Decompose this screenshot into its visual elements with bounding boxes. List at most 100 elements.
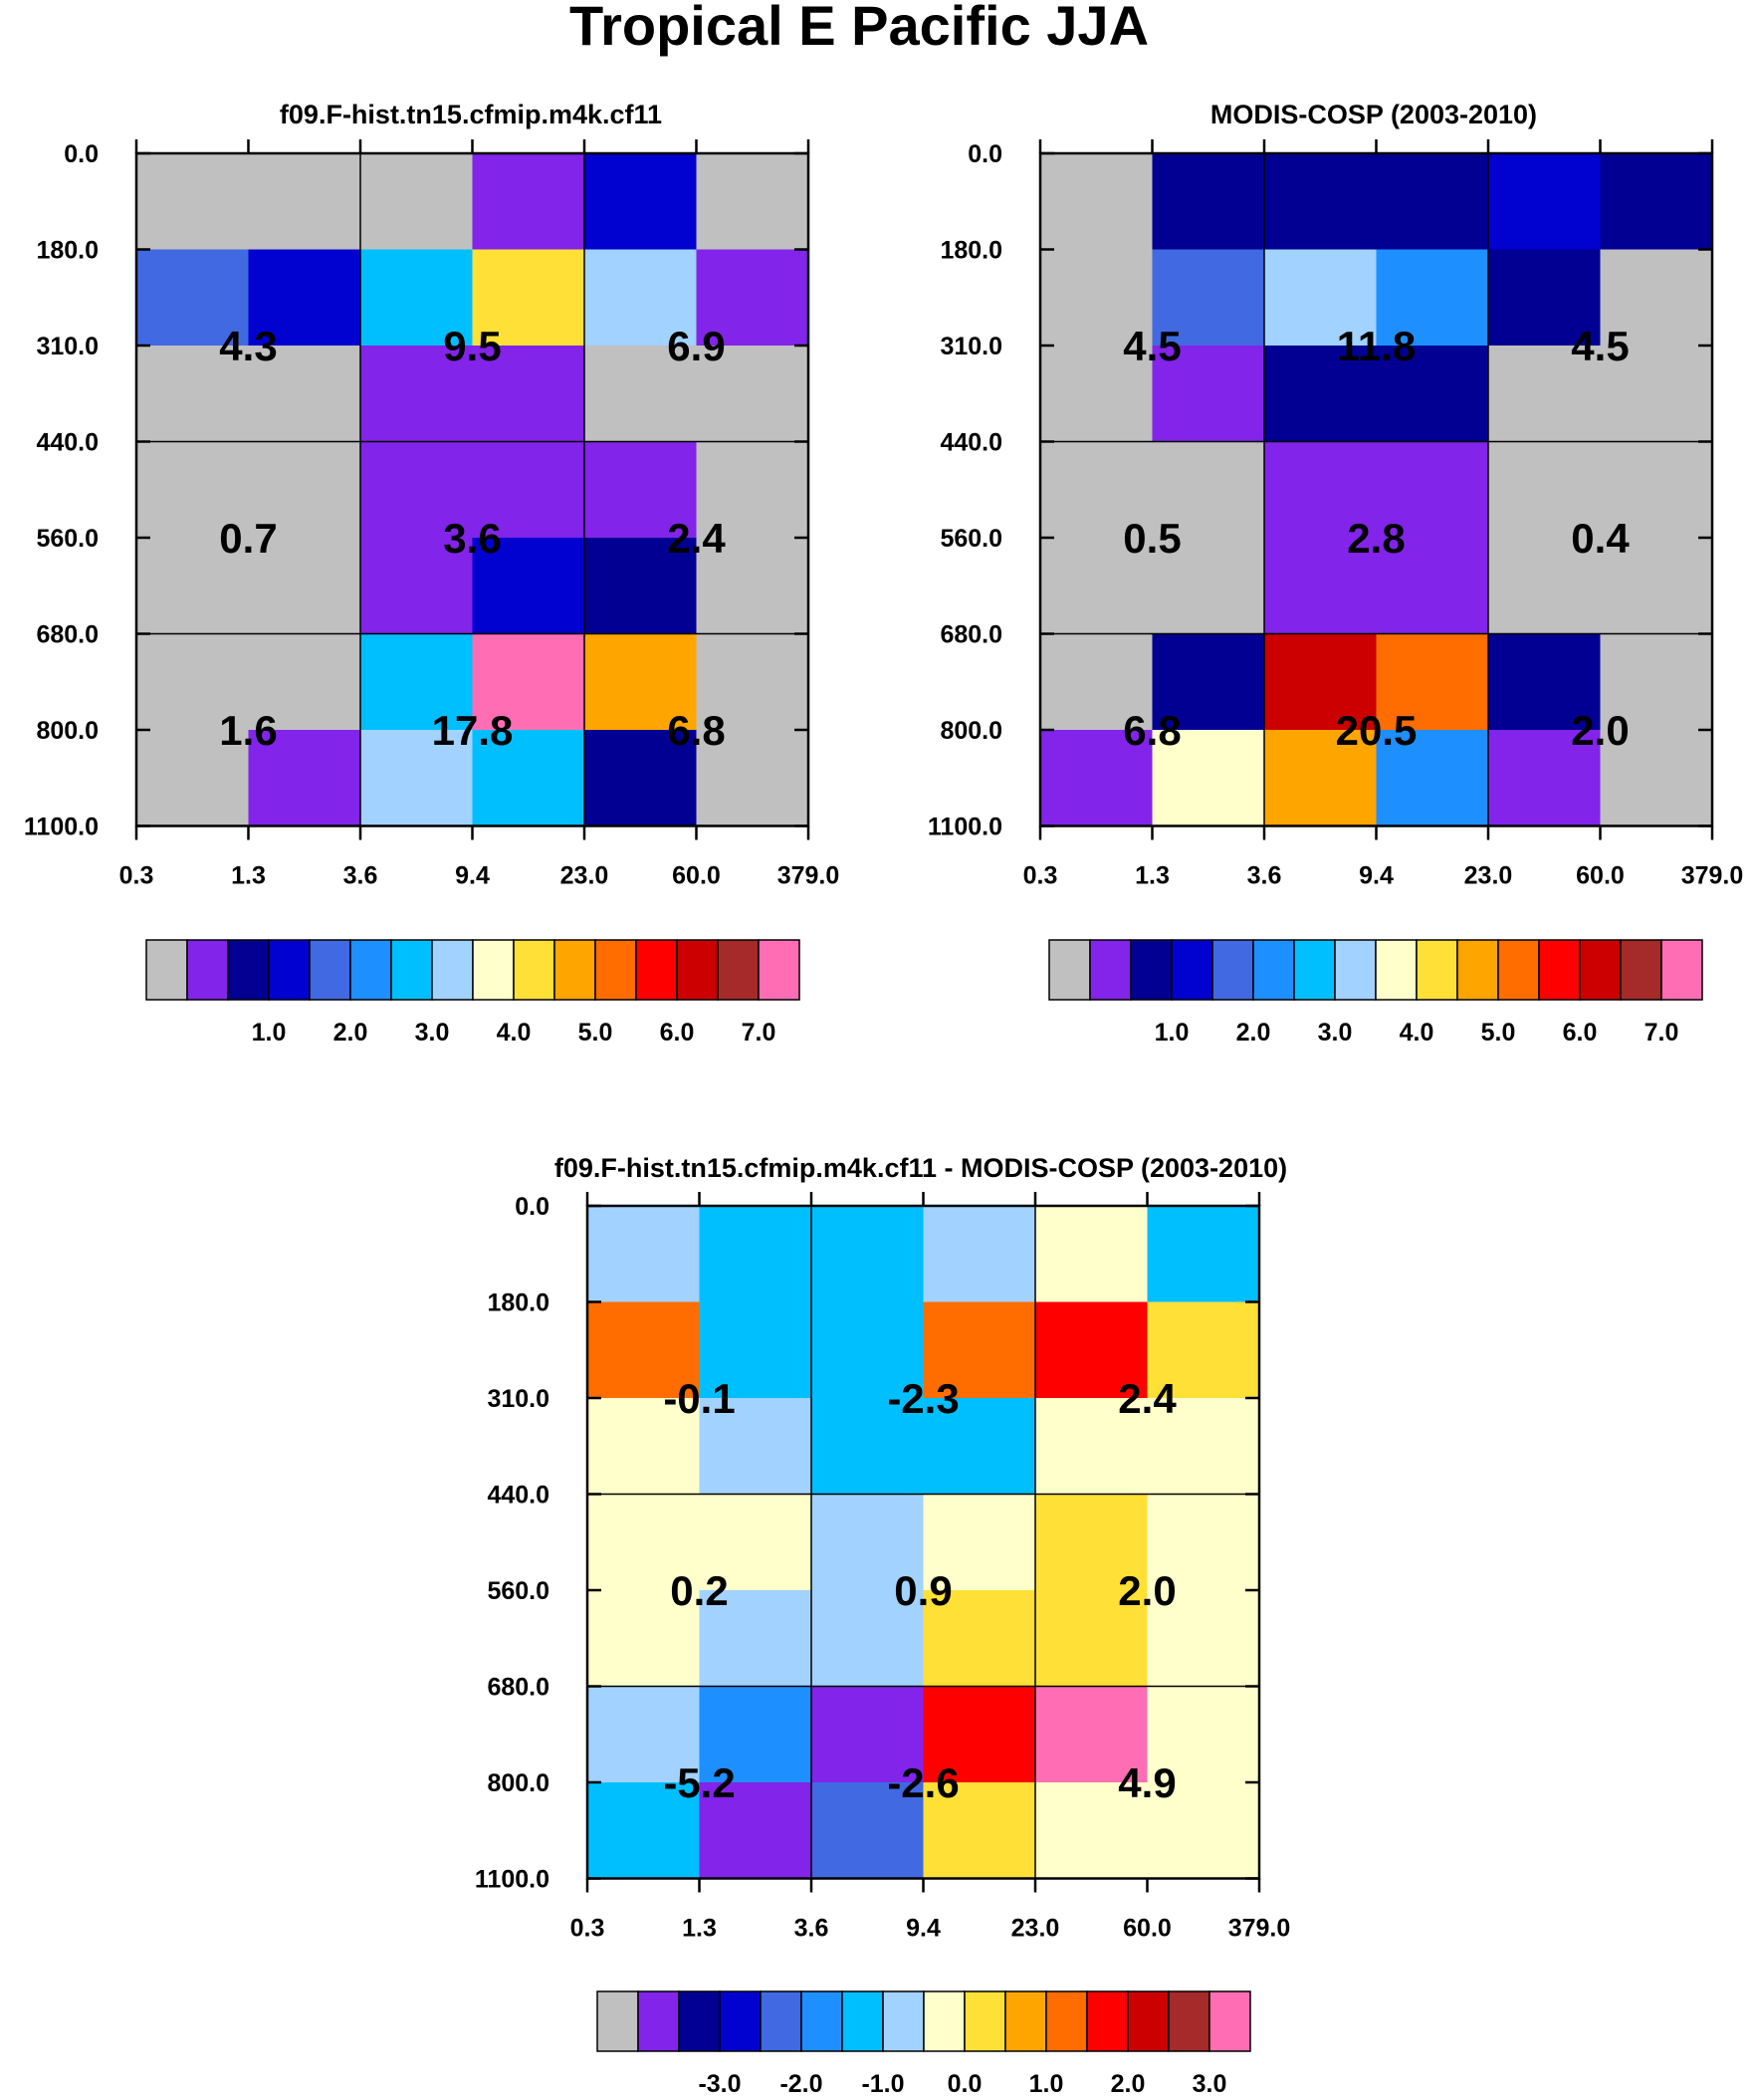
colorbar-swatch — [1208, 1990, 1251, 2052]
heatmap-cell — [587, 1686, 701, 1783]
block-value: 0.5 — [1123, 515, 1181, 562]
heatmap-cell — [584, 249, 698, 347]
heatmap-cell — [1035, 1782, 1149, 1880]
y-tick-label: 310.0 — [36, 333, 99, 360]
heatmap-cell — [248, 346, 361, 443]
heatmap-cell — [923, 1206, 1036, 1303]
colorbar-swatch — [676, 939, 719, 1001]
panel-title-modis: MODIS-COSP (2003-2010) — [1210, 100, 1537, 129]
heatmap-cell — [699, 1494, 812, 1591]
colorbar-label: 7.0 — [742, 1019, 776, 1047]
y-tick-labels-difference: 0.0 180.0 310.0 440.0 560.0 680.0 800.0 1100.0 — [475, 1193, 549, 1894]
heatmap-cell — [1376, 730, 1489, 827]
x-tick-label: 60.0 — [1123, 1915, 1172, 1943]
heatmap-cell — [472, 538, 585, 635]
heatmap-cell — [923, 1686, 1036, 1783]
heatmap-cell — [1152, 249, 1265, 347]
heatmap-cell — [923, 1301, 1036, 1399]
heatmap-cell — [1147, 1206, 1260, 1303]
block-values-modis: 4.5 11.8 4.5 0.5 2.8 0.4 6.8 20.5 2.0 — [1123, 323, 1630, 754]
heatmap-cell — [696, 633, 809, 731]
heatmap-cell — [1035, 1686, 1149, 1783]
colorbar-label: 2.0 — [1111, 2070, 1146, 2098]
colorbar-swatch — [635, 939, 678, 1001]
heatmap-cell — [472, 249, 585, 347]
colorbar-model: 1.0 2.0 3.0 4.0 5.0 6.0 7.0 — [145, 939, 800, 1047]
y-tick-label: 0.0 — [515, 1193, 549, 1221]
colorbar-swatch — [1456, 939, 1499, 1001]
heatmap-cell — [1040, 633, 1154, 731]
heatmap-cell — [1264, 153, 1378, 251]
heatmap-cell — [923, 1494, 1036, 1591]
colorbar-swatch — [678, 1990, 721, 2052]
y-tick-label: 310.0 — [940, 333, 1002, 360]
y-tick-label: 800.0 — [36, 717, 99, 745]
heatmap-cell — [1040, 441, 1154, 539]
colorbar-swatch — [390, 939, 433, 1001]
block-value: 2.8 — [1347, 515, 1405, 562]
x-tick-label: 379.0 — [1228, 1915, 1291, 1943]
axis-ticks-model — [134, 139, 810, 840]
heatmap-cell — [248, 538, 361, 635]
y-tick-label: 1100.0 — [928, 814, 1002, 841]
colorbar-swatch — [1048, 939, 1091, 1001]
heatmap-cell — [136, 633, 250, 731]
y-tick-label: 560.0 — [36, 525, 99, 553]
block-value: 2.0 — [1571, 707, 1629, 754]
heatmap-cell — [1488, 249, 1602, 347]
heatmap-cell — [1040, 249, 1154, 347]
colorbar-swatch — [1089, 939, 1132, 1001]
colorbar-swatch — [1620, 939, 1662, 1001]
heatmap-cell — [1488, 633, 1602, 731]
heatmap-cell — [136, 730, 250, 827]
colorbar-label: 1.0 — [1155, 1019, 1190, 1047]
heatmap-cell — [1488, 346, 1602, 443]
colorbar-swatch — [268, 939, 311, 1001]
main-title: Tropical E Pacific JJA — [569, 0, 1149, 57]
heatmap-cell — [360, 538, 474, 635]
y-tick-label: 680.0 — [36, 621, 99, 649]
heatmap-cells-modis — [1040, 153, 1713, 827]
block-value: 17.8 — [432, 707, 514, 754]
heatmap-cell — [1264, 346, 1378, 443]
heatmap-cell — [811, 1301, 925, 1399]
panel-model: f09.F-hist.tn15.cfmip.m4k.cf11 0.0 180.0 3… — [24, 100, 839, 1047]
heatmap-cell — [696, 730, 809, 827]
heatmap-cell — [1035, 1301, 1149, 1399]
heatmap-cell — [1264, 730, 1378, 827]
y-tick-label: 680.0 — [487, 1674, 549, 1702]
colorbar-label: 0.0 — [948, 2070, 983, 2098]
heatmap-cell — [472, 633, 585, 731]
colorbar-swatch — [1127, 1990, 1170, 2052]
heatmap-cell — [472, 346, 585, 443]
x-tick-label: 1.3 — [1135, 862, 1170, 890]
heatmap-cell — [699, 1398, 812, 1496]
heatmap-cell — [584, 538, 698, 635]
y-tick-label: 440.0 — [940, 429, 1002, 457]
heatmap-cell — [1040, 346, 1154, 443]
colorbar-swatch — [964, 1990, 1006, 2052]
colorbar-swatch — [1497, 939, 1540, 1001]
x-tick-label: 379.0 — [777, 862, 840, 890]
block-value: 2.4 — [667, 515, 726, 562]
colorbar-swatch — [717, 939, 760, 1001]
heatmap-cell — [136, 346, 250, 443]
colorbar-label: 1.0 — [252, 1019, 287, 1047]
colorbar-swatch — [186, 939, 229, 1001]
heatmap-cell — [1376, 249, 1489, 347]
block-value: -0.1 — [663, 1375, 735, 1422]
heatmap-cell — [923, 1590, 1036, 1688]
x-tick-label: 379.0 — [1681, 862, 1744, 890]
heatmap-cell — [1152, 633, 1265, 731]
x-tick-label: 1.3 — [682, 1915, 717, 1943]
colorbar-swatch — [1211, 939, 1254, 1001]
y-tick-label: 0.0 — [64, 140, 99, 168]
x-tick-label: 3.6 — [794, 1915, 829, 1943]
heatmap-cell — [587, 1206, 701, 1303]
colorbar-label: 2.0 — [1236, 1019, 1271, 1047]
block-value: 6.8 — [667, 707, 725, 754]
heatmap-cell — [699, 1590, 812, 1688]
heatmap-cell — [1152, 153, 1265, 251]
heatmap-cell — [1264, 633, 1378, 731]
